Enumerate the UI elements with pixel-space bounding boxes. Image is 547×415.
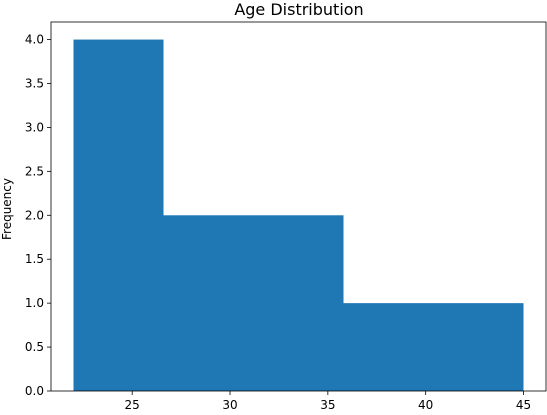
histogram-bar-3: [253, 215, 344, 391]
x-tick-label: 25: [125, 398, 140, 412]
y-tick-label: 3.5: [25, 77, 44, 91]
x-tick-label: 35: [320, 398, 335, 412]
histogram-bar-2: [163, 215, 254, 391]
y-axis-ticks: 0.0 0.5 1.0 1.5 2.0 2.5 3.0 3.5 4.0: [25, 33, 51, 398]
y-axis-label: Frequency: [0, 178, 14, 240]
histogram-bar-1: [73, 39, 164, 391]
y-tick-label: 0.0: [25, 384, 44, 398]
chart-title: Age Distribution: [234, 0, 363, 19]
histogram-bar-4: [343, 303, 434, 391]
y-tick-label: 4.0: [25, 33, 44, 47]
y-tick-label: 3.0: [25, 120, 44, 134]
y-tick-label: 2.5: [25, 164, 44, 178]
y-tick-label: 1.0: [25, 296, 44, 310]
x-tick-label: 45: [516, 398, 531, 412]
y-tick-label: 2.0: [25, 208, 44, 222]
y-tick-label: 1.5: [25, 252, 44, 266]
x-axis-ticks: 25 30 35 40 45: [125, 391, 531, 412]
histogram-bar-5: [433, 303, 524, 391]
bars-layer: [73, 39, 524, 391]
x-tick-label: 40: [418, 398, 433, 412]
plot-frame: [50, 21, 547, 392]
x-tick-label: 30: [222, 398, 237, 412]
y-tick-label: 0.5: [25, 340, 44, 354]
